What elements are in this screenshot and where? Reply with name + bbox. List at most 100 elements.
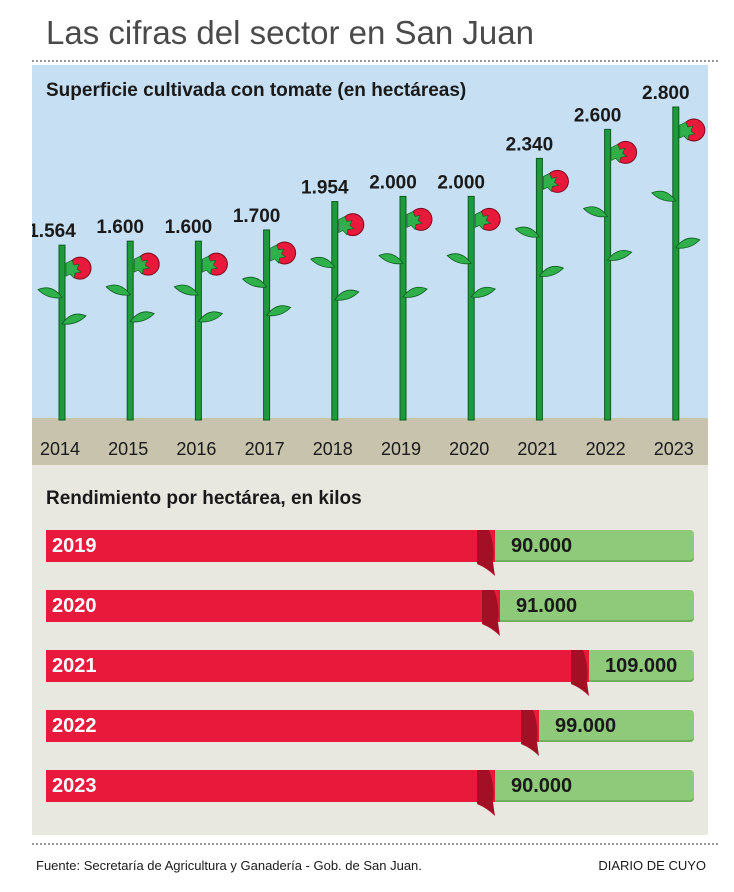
leaf-icon <box>470 286 496 298</box>
tomato-calyx-icon <box>543 173 560 193</box>
plant-stem <box>126 240 134 421</box>
bar-year-label: 2023 <box>52 775 97 797</box>
tomato-calyx-icon <box>611 143 628 163</box>
yield-bar-row: 2020 91.000 <box>46 590 694 636</box>
page-title: Las cifras del sector en San Juan <box>46 14 534 51</box>
value-label: 2.000 <box>369 172 417 193</box>
leaf-icon <box>310 256 336 268</box>
year-tick-label: 2014 <box>40 439 80 459</box>
leaf-icon <box>265 305 292 317</box>
leaf-icon <box>129 311 155 323</box>
tomato-calyx-icon <box>65 259 82 279</box>
title-divider <box>32 60 718 62</box>
bar-value-label: 90.000 <box>511 775 573 797</box>
yield-bar <box>46 530 495 562</box>
bar-year-label: 2019 <box>52 535 97 557</box>
chart1-title: Superficie cultivada con tomate (en hect… <box>46 80 467 101</box>
plant-stem <box>535 157 543 421</box>
plant-mark <box>241 229 297 421</box>
bar-fold-tip <box>571 650 589 696</box>
plant-mark <box>651 106 706 421</box>
leaf-icon <box>378 253 404 265</box>
leaf-icon <box>446 253 472 265</box>
leaf-icon <box>334 289 360 301</box>
plant-mark <box>105 240 160 421</box>
bar-value-label: 109.000 <box>605 655 678 677</box>
value-label: 1.954 <box>301 178 349 199</box>
yield-bar-row: 2023 90.000 <box>46 770 694 816</box>
chart2-title: Rendimiento por hectárea, en kilos <box>46 488 362 509</box>
bar-fold-tip <box>521 710 539 756</box>
year-tick-label: 2021 <box>517 439 557 459</box>
leaf-icon <box>651 190 677 202</box>
leaf-icon <box>241 276 268 288</box>
plant-mark <box>310 201 365 421</box>
tomato-calyx-icon <box>270 244 287 264</box>
bar-fold-tip <box>477 530 495 576</box>
bar-year-label: 2022 <box>52 715 97 737</box>
leaf-icon <box>61 313 87 325</box>
bar-fold-tip <box>477 770 495 816</box>
yield-bar-row: 2021 109.000 <box>46 650 694 696</box>
plant-stem <box>58 244 66 421</box>
leaf-icon <box>105 284 131 296</box>
year-tick-label: 2023 <box>654 439 694 459</box>
leaf-icon <box>402 286 428 298</box>
year-tick-label: 2015 <box>108 439 148 459</box>
leaf-icon <box>37 287 63 299</box>
value-label: 2.600 <box>574 105 622 126</box>
tomato-calyx-icon <box>406 211 423 231</box>
year-tick-label: 2016 <box>176 439 216 459</box>
plant-mark <box>378 195 433 421</box>
value-label: 1.564 <box>32 221 76 242</box>
plant-stem <box>399 195 407 421</box>
value-label: 1.600 <box>165 217 213 238</box>
plant-stem <box>331 201 339 421</box>
plant-mark <box>582 128 638 421</box>
leaf-icon <box>606 249 633 261</box>
plant-mark <box>37 244 92 421</box>
yield-bar-row: 2022 99.000 <box>46 710 694 756</box>
tomato-calyx-icon <box>338 216 355 236</box>
ground-strip <box>32 418 708 465</box>
tomato-calyx-icon <box>202 255 219 275</box>
year-tick-label: 2017 <box>245 439 285 459</box>
plant-stem <box>194 240 202 421</box>
tomato-calyx-icon <box>679 121 696 141</box>
footer-divider <box>32 843 718 845</box>
bar-fold-tip <box>482 590 500 636</box>
yield-bar <box>46 650 589 682</box>
plant-stem <box>672 106 680 421</box>
plant-mark <box>514 157 569 421</box>
leaf-icon <box>675 237 701 249</box>
year-tick-label: 2019 <box>381 439 421 459</box>
year-tick-label: 2018 <box>313 439 353 459</box>
sky-background <box>32 65 708 418</box>
bar-year-label: 2020 <box>52 595 97 617</box>
leaf-icon <box>173 284 200 296</box>
bar-value-label: 91.000 <box>516 595 578 617</box>
bar-year-label: 2021 <box>52 655 97 677</box>
yield-bar-row: 2019 90.000 <box>46 530 694 576</box>
value-label: 1.700 <box>233 206 281 227</box>
plant-stem <box>604 128 612 421</box>
leaf-icon <box>538 265 565 277</box>
yield-bar <box>46 710 539 742</box>
leaf-icon <box>582 206 609 218</box>
bar-value-label: 99.000 <box>555 715 617 737</box>
publisher-credit: DIARIO DE CUYO <box>598 858 706 873</box>
value-label: 1.600 <box>96 217 144 238</box>
leaf-icon <box>197 311 224 323</box>
tomato-calyx-icon <box>133 255 150 275</box>
plant-stem <box>263 229 271 421</box>
yield-bar <box>46 590 500 622</box>
year-tick-label: 2020 <box>449 439 489 459</box>
plant-mark <box>446 195 501 421</box>
year-tick-label: 2022 <box>586 439 626 459</box>
value-label: 2.340 <box>506 134 554 155</box>
plant-mark <box>173 240 228 421</box>
yield-bar <box>46 770 495 802</box>
area-chart-plants: 2014 2015 2016 2017 2018 2019 2020 2021 2022 2023… <box>32 65 708 465</box>
leaf-icon <box>514 226 541 238</box>
value-label: 2.800 <box>642 83 690 104</box>
